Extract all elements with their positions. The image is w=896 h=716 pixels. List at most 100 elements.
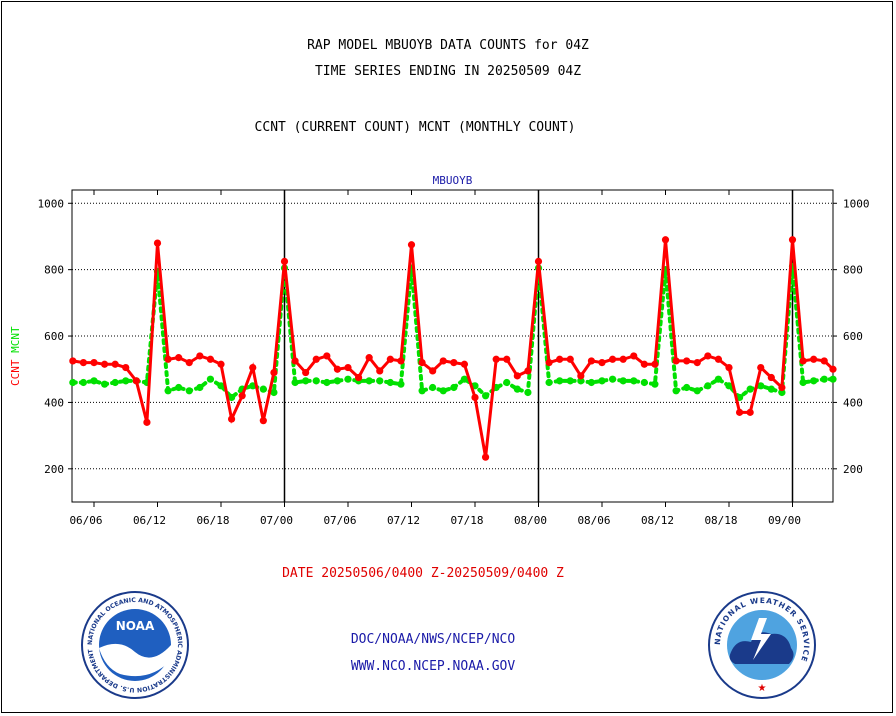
data-point-ccnt [524,367,532,375]
chart-legend-text: CCNT (CURRENT COUNT) MCNT (MONTHLY COUNT… [254,120,576,135]
series-line-ccnt [72,239,835,458]
y-tick-label-left: 600 [44,330,64,343]
data-point-mcnt [418,387,426,395]
data-point-mcnt [587,378,596,387]
data-point-ccnt [175,354,183,362]
data-point-mcnt [270,388,278,397]
noaa-logo-bird [99,643,171,677]
data-point-mcnt [556,377,564,385]
data-point-ccnt [598,358,606,367]
x-tick-label: 07/18 [450,514,483,527]
data-point-ccnt [630,352,638,360]
data-point-mcnt [640,378,648,387]
data-point-mcnt [757,382,765,390]
data-point-ccnt [735,408,744,416]
y-tick-label-right: 800 [843,264,863,277]
chart-title: RAP MODEL MBUOYB DATA COUNTS for 04Z [307,38,589,53]
data-point-ccnt [683,357,691,365]
data-point-ccnt [556,355,564,363]
data-point-ccnt [185,358,193,367]
data-point-ccnt [302,368,310,377]
data-point-mcnt [481,392,490,400]
y-axis-label-mcnt: MCNT [9,326,22,353]
date-range: DATE 20250506/0400 Z-20250509/0400 Z [282,566,564,581]
data-point-mcnt [365,377,373,385]
x-tick-label: 07/12 [387,514,420,527]
data-point-ccnt [153,239,162,247]
data-point-ccnt [365,354,373,362]
data-point-ccnt [661,236,670,244]
data-point-mcnt [196,383,204,392]
data-point-ccnt [238,392,246,400]
plot-area [71,189,834,503]
data-point-ccnt [217,360,225,368]
y-tick-label-left: 1000 [38,197,65,210]
nws-logo-star-icon: ★ [758,683,767,694]
y-tick-label-right: 1000 [843,197,870,210]
data-point-mcnt [90,377,98,385]
data-point-mcnt [79,378,88,387]
y-tick-label-left: 200 [44,463,64,476]
data-point-ccnt [280,257,289,265]
data-point-mcnt [545,378,553,387]
data-point-mcnt [460,375,469,383]
data-point-ccnt [714,355,723,363]
data-point-ccnt [206,355,215,363]
footer-link-website[interactable]: WWW.NCO.NCEP.NOAA.GOV [350,659,516,674]
nws-logo: NATIONAL WEATHER SERVICE ★ [708,591,816,699]
data-point-ccnt [725,363,733,372]
data-point-mcnt [725,382,733,390]
data-point-ccnt [746,408,754,416]
data-point-mcnt [69,378,77,387]
data-point-mcnt [217,382,225,390]
data-point-ccnt [757,363,765,372]
x-tick-label: 08/18 [704,514,737,527]
x-tick-label: 09/00 [768,514,801,527]
data-point-mcnt [746,385,754,393]
data-point-mcnt [778,388,786,397]
data-point-ccnt [619,355,627,363]
data-point-ccnt [164,355,172,363]
data-point-mcnt [439,387,447,395]
data-point-ccnt [767,373,775,382]
data-point-mcnt [386,378,394,387]
data-point-ccnt [344,363,352,372]
data-point-ccnt [534,257,543,265]
data-point-mcnt [619,377,627,385]
footer-link-doc[interactable]: DOC/NOAA/NWS/NCEP/NCO [350,632,516,647]
data-point-ccnt [587,357,596,365]
data-point-ccnt [608,355,617,363]
plot-title: MBUOYB [433,174,473,187]
data-point-mcnt [829,375,837,383]
noaa-logo-text: NOAA [116,619,155,633]
data-point-mcnt [566,377,574,385]
noaa-logo: NATIONAL OCEANIC AND ATMOSPHERIC ADMINIS… [80,590,189,699]
data-point-ccnt [227,415,236,423]
data-point-ccnt [418,358,426,367]
data-point-ccnt [132,377,140,385]
data-point-ccnt [672,357,680,365]
data-point-ccnt [799,357,807,365]
x-tick-label: 06/18 [196,514,229,527]
data-point-mcnt [429,383,437,392]
data-point-mcnt [206,375,215,383]
data-point-mcnt [820,375,828,383]
data-point-mcnt [111,378,119,387]
data-point-ccnt [100,360,109,368]
data-point-mcnt [714,375,723,383]
data-point-ccnt [69,357,77,365]
data-point-mcnt [312,377,320,385]
data-point-ccnt [471,393,479,402]
data-point-ccnt [397,357,405,365]
data-point-mcnt [767,385,775,393]
data-point-mcnt [693,387,701,395]
data-point-ccnt [90,358,98,367]
data-point-mcnt [333,377,342,385]
data-point-mcnt [344,375,352,383]
x-tick-label: 06/12 [133,514,166,527]
data-point-mcnt [608,375,617,383]
data-point-mcnt [323,378,331,387]
data-point-ccnt [249,363,257,372]
data-point-mcnt [577,377,585,385]
